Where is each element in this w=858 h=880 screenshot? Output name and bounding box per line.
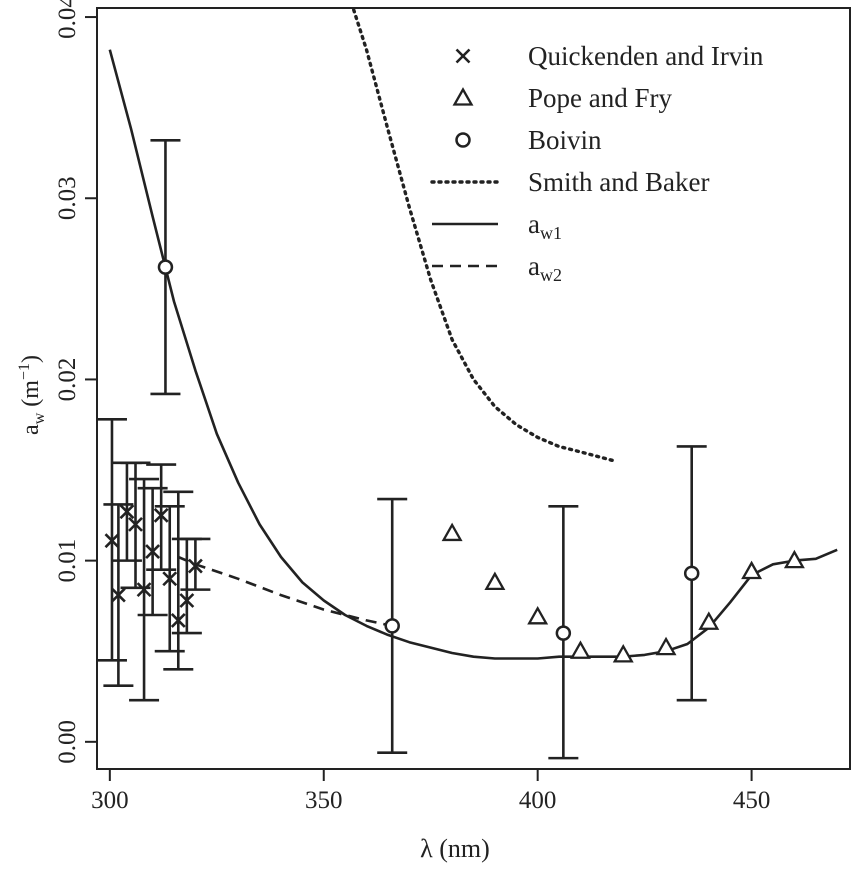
axes: 300 350 400 450 0.00 0.01 0.02 0.03 0.04 xyxy=(54,0,770,814)
data-point xyxy=(527,605,549,625)
legend-label: Pope and Fry xyxy=(528,83,672,113)
error-bar xyxy=(163,490,194,671)
legend-symbol xyxy=(452,87,474,106)
x-axis-label: λ (nm) xyxy=(420,834,490,863)
data-markers xyxy=(104,259,805,663)
data-point xyxy=(136,582,152,598)
data-point xyxy=(179,593,195,608)
legend-label: Smith and Baker xyxy=(528,167,709,197)
cross-stroke xyxy=(128,516,143,532)
error-bars xyxy=(96,138,707,760)
y-axis-label-sub: w xyxy=(31,412,48,424)
data-point xyxy=(170,613,186,628)
legend-item: aw2 xyxy=(432,251,562,285)
y-tick-label: 0.03 xyxy=(54,176,81,220)
legend-label-sub: w2 xyxy=(540,265,562,285)
data-point xyxy=(384,618,400,634)
x-tick-label: 450 xyxy=(733,787,771,814)
data-point xyxy=(612,644,634,663)
cross-stroke xyxy=(162,571,178,587)
data-point xyxy=(783,549,805,569)
cross-stroke xyxy=(153,507,169,523)
data-point xyxy=(698,611,720,630)
legend-symbol xyxy=(455,132,471,148)
y-axis-label: aw (m−1) xyxy=(16,355,48,435)
cross-stroke xyxy=(145,544,161,559)
data-point xyxy=(683,565,700,582)
legend-item: Pope and Fry xyxy=(452,83,672,113)
data-point xyxy=(162,571,178,587)
y-tick-label: 0.00 xyxy=(54,720,81,764)
series-line xyxy=(351,8,617,463)
cross-stroke xyxy=(119,504,135,520)
series-line xyxy=(108,49,838,660)
legend-item: Quickenden and Irvin xyxy=(455,41,764,71)
data-point xyxy=(655,636,677,656)
data-point xyxy=(484,571,506,591)
legend-label-sub: w1 xyxy=(540,223,562,243)
cross-stroke xyxy=(104,533,120,549)
data-point xyxy=(187,558,203,574)
series-lines xyxy=(108,8,838,660)
y-tick-label: 0.04 xyxy=(54,0,81,39)
y-axis-label-close: ) xyxy=(18,355,44,363)
legend-label: aw2 xyxy=(528,251,562,285)
data-point xyxy=(145,544,161,559)
legend-item: Boivin xyxy=(455,125,602,155)
legend-label: Quickenden and Irvin xyxy=(528,41,764,71)
y-axis-label-base: a xyxy=(18,424,44,435)
data-point xyxy=(741,560,763,580)
data-point xyxy=(110,587,126,603)
cross-stroke xyxy=(179,593,195,608)
legend-symbol xyxy=(455,48,471,64)
legend-label: aw1 xyxy=(528,209,562,243)
cross-stroke xyxy=(110,587,126,603)
data-point xyxy=(569,640,591,659)
plot-frame xyxy=(96,7,851,770)
legend: Quickenden and Irvin Pope and Fry Boivin Sm… xyxy=(430,41,764,285)
x-tick-label: 400 xyxy=(519,787,557,814)
data-point xyxy=(555,625,572,641)
y-tick-label: 0.02 xyxy=(54,358,81,402)
x-tick-label: 300 xyxy=(91,787,129,814)
cross-stroke xyxy=(455,48,471,64)
legend-item: aw1 xyxy=(432,209,562,243)
cross-stroke xyxy=(187,558,203,574)
y-axis-label-exp: −1 xyxy=(16,363,33,380)
legend-label: Boivin xyxy=(528,125,602,155)
y-tick-label: 0.01 xyxy=(54,539,81,583)
cross-stroke xyxy=(136,582,152,598)
data-point xyxy=(441,522,463,542)
data-point xyxy=(119,504,135,520)
data-point xyxy=(104,533,120,549)
data-point xyxy=(157,259,174,275)
x-tick-label: 350 xyxy=(305,787,343,814)
legend-item: Smith and Baker xyxy=(430,167,709,197)
series-line xyxy=(177,555,393,628)
cross-stroke xyxy=(170,613,186,628)
y-axis-label-unit: (m xyxy=(18,380,44,407)
data-point xyxy=(128,516,143,532)
data-point xyxy=(153,507,169,523)
